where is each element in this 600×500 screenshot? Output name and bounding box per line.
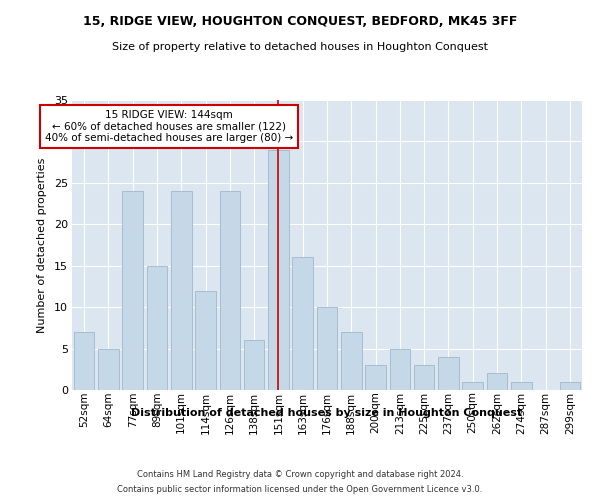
Text: 15, RIDGE VIEW, HOUGHTON CONQUEST, BEDFORD, MK45 3FF: 15, RIDGE VIEW, HOUGHTON CONQUEST, BEDFO… — [83, 15, 517, 28]
Bar — [511, 382, 532, 390]
Bar — [171, 191, 191, 390]
Text: 15 RIDGE VIEW: 144sqm
← 60% of detached houses are smaller (122)
40% of semi-det: 15 RIDGE VIEW: 144sqm ← 60% of detached … — [45, 110, 293, 143]
Bar — [414, 365, 434, 390]
Bar — [463, 382, 483, 390]
Bar — [244, 340, 265, 390]
Bar — [341, 332, 362, 390]
Bar — [74, 332, 94, 390]
Text: Contains HM Land Registry data © Crown copyright and database right 2024.: Contains HM Land Registry data © Crown c… — [137, 470, 463, 479]
Bar — [438, 357, 459, 390]
Bar — [195, 290, 216, 390]
Bar — [560, 382, 580, 390]
Bar — [365, 365, 386, 390]
Text: Distribution of detached houses by size in Houghton Conquest: Distribution of detached houses by size … — [131, 408, 523, 418]
Text: Contains public sector information licensed under the Open Government Licence v3: Contains public sector information licen… — [118, 485, 482, 494]
Bar — [98, 348, 119, 390]
Bar — [292, 258, 313, 390]
Bar — [122, 191, 143, 390]
Bar — [146, 266, 167, 390]
Bar — [220, 191, 240, 390]
Bar — [389, 348, 410, 390]
Text: Size of property relative to detached houses in Houghton Conquest: Size of property relative to detached ho… — [112, 42, 488, 52]
Bar — [487, 374, 508, 390]
Bar — [268, 150, 289, 390]
Y-axis label: Number of detached properties: Number of detached properties — [37, 158, 47, 332]
Bar — [317, 307, 337, 390]
